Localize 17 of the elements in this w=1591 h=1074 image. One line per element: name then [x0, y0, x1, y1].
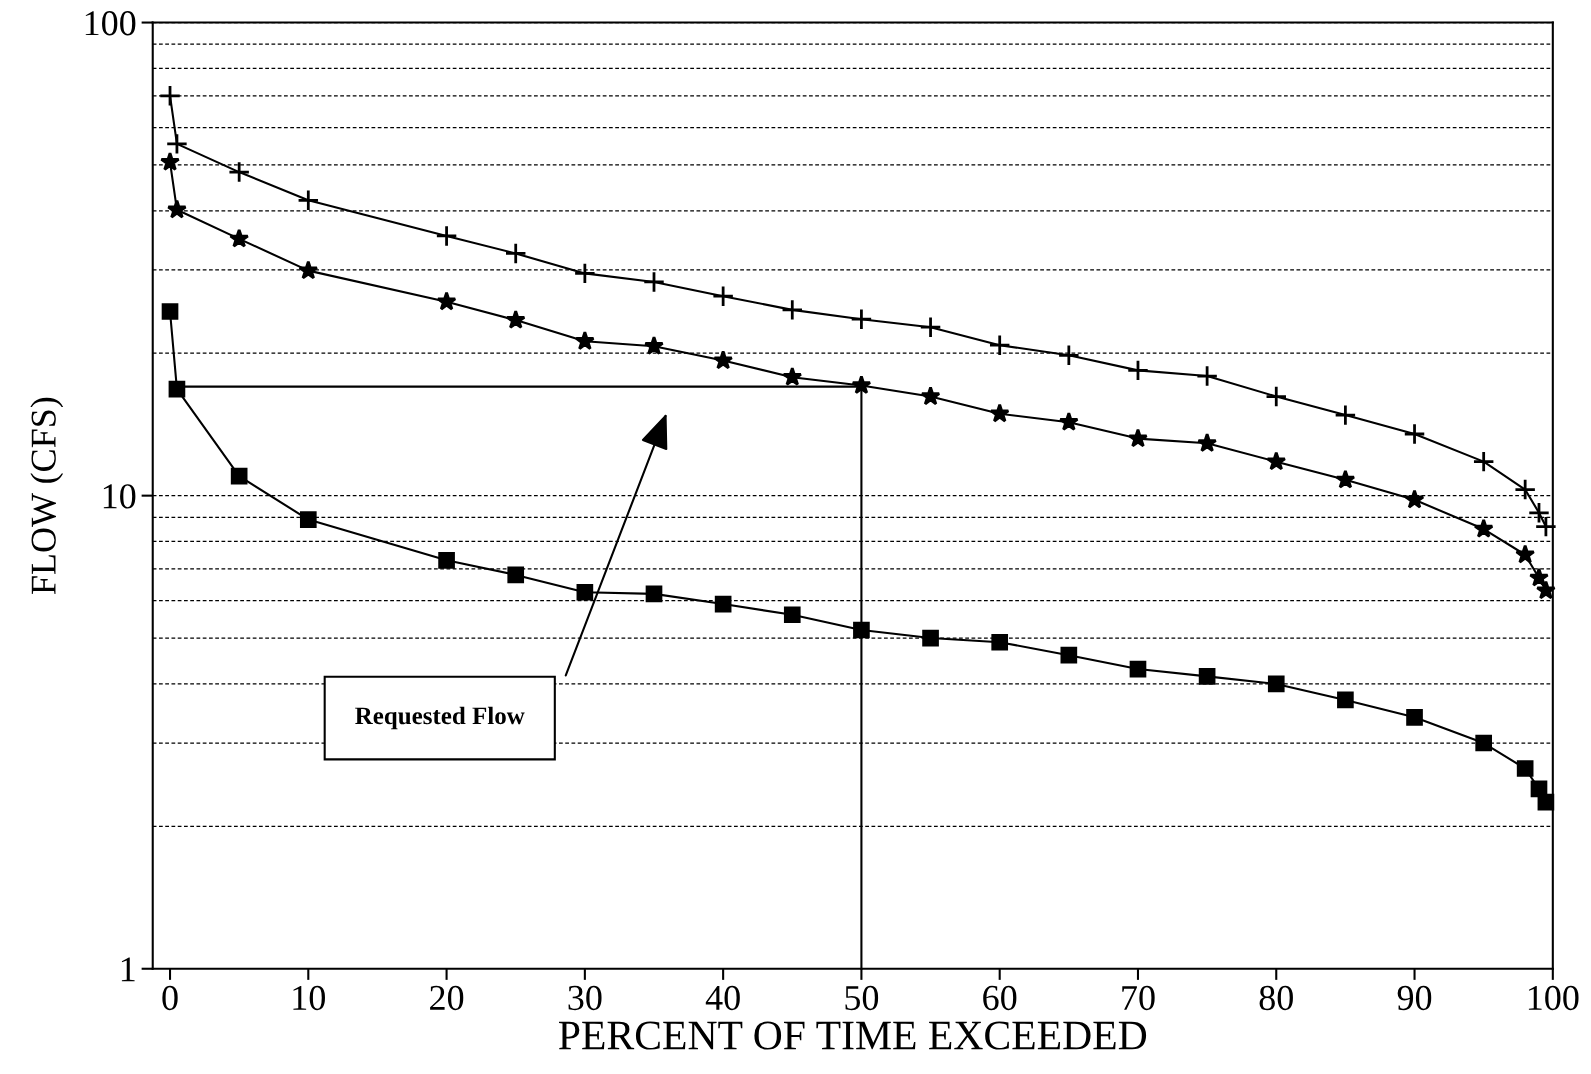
x-tick-label: 60	[983, 985, 1017, 1011]
x-tick-label: 30	[568, 985, 602, 1011]
y-tick-label: 100	[85, 11, 136, 36]
y-tick-label: 10	[103, 484, 136, 509]
annotation: Requested Flow	[355, 706, 525, 730]
x-tick-label: 90	[1397, 985, 1432, 1011]
x-tick-label: 40	[705, 985, 740, 1011]
x-tick-label: 50	[845, 985, 879, 1011]
x-axis-title: PERCENT OF TIME EXCEEDED	[559, 1021, 1147, 1050]
x-tick-label: 70	[1122, 985, 1155, 1011]
x-tick-label: 20	[430, 985, 464, 1011]
y-axis-title: FLOW (CFS)	[30, 397, 64, 595]
x-tick-label: 0	[162, 985, 178, 1011]
x-tick-label: 80	[1259, 985, 1293, 1011]
y-tick-label: 1	[121, 957, 135, 982]
x-tick-label: 100	[1528, 985, 1579, 1011]
x-tick-label: 10	[293, 985, 325, 1011]
